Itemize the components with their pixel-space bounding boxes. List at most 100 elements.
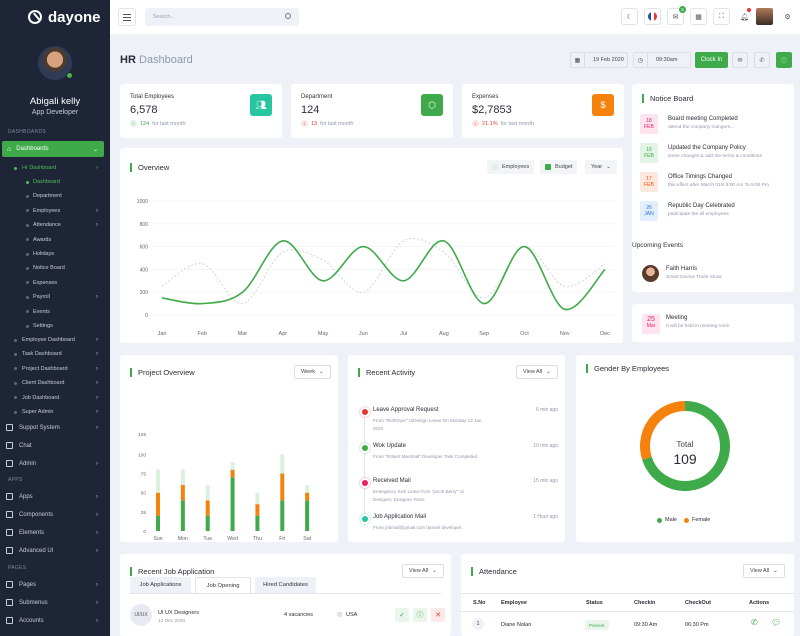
year-dropdown[interactable]: Year ⌄ [585,160,617,174]
search-input[interactable]: Search.. [145,8,299,26]
avatar[interactable] [38,46,73,80]
sidebar-item-dashboards[interactable]: ⌂ Dashboards ⌄ [2,141,104,157]
notifications-button[interactable]: 🔔︎ [736,8,753,25]
sidebar-subitem[interactable]: Attendance › [0,221,110,229]
activity-item[interactable]: Wok Update From "Robert Marshall" Develo… [362,443,558,473]
phone-icon[interactable]: ✆ [751,618,758,627]
sidebar-item-dashboard-link[interactable]: Project Dashboard › [0,365,110,373]
x-tick-label: Tue [203,536,212,542]
sidebar-item-dashboard-link[interactable]: Employee Dashboard › [0,336,110,344]
mail-action-button[interactable]: ✉ [732,52,748,68]
chevron-right-icon: › [96,617,98,624]
legend-employees[interactable]: Employees [487,160,535,174]
user-avatar[interactable] [756,8,773,25]
info-button[interactable]: ⓘ [776,52,792,68]
view-all-dropdown[interactable]: View All ⌄ [743,564,785,578]
legend-budget[interactable]: Budget [540,160,578,174]
sidebar-item[interactable]: Suppot System › [0,423,110,432]
sidebar-subitem[interactable]: Holidays [0,250,110,258]
event-sub: Smart Device Trade Show [666,275,722,280]
date-display[interactable]: ▦ 19 Feb 2020 [570,52,628,68]
menu-toggle-button[interactable] [118,8,136,26]
activity-time: 1 Hour ago [533,513,558,520]
activity-sub: From jobmail@gmail.com laravel developer… [373,524,463,530]
close-icon[interactable]: ✕ [431,608,445,622]
clock-in-button[interactable]: Clock In [695,52,728,68]
view-all-dropdown[interactable]: View All ⌄ [402,564,444,578]
sidebar-item[interactable]: Advanced UI › [0,546,110,555]
notice-item[interactable]: 16 FEB Updated the Company Policy some ch… [640,143,790,167]
activity-item[interactable]: Leave Approval Request From "RuthDyer" U… [362,407,558,437]
sidebar-subitem[interactable]: Employees › [0,207,110,215]
check-icon[interactable]: ✓ [395,608,409,622]
sidebar-item-dashboard-link[interactable]: Super Admin › [0,408,110,416]
sidebar-subitem[interactable]: Payroll › [0,293,110,301]
employee-name[interactable]: Diane Nolan [501,622,532,628]
sidebar-item[interactable]: Admin › [0,459,110,468]
sidebar-item[interactable]: Submenus › [0,598,110,607]
column-header: Actions [749,600,770,606]
language-button[interactable] [644,8,661,25]
mail-button[interactable]: ✉ 5 [667,6,686,25]
project-overview-title: Project Overview [130,368,195,377]
admin-icon [6,460,13,467]
stat-label: Expenses [472,94,499,100]
phone-button[interactable]: ✆ [754,52,770,68]
activity-sub: Emergency Sick Leave from "jacob Berry" … [373,489,464,502]
info-icon: ⓘ [780,58,787,65]
sidebar-subitem[interactable]: Expenses [0,279,110,287]
notice-item[interactable]: 17 FEB Office Timings Changed this effect… [640,172,790,196]
week-dropdown[interactable]: Week ⌄ [294,365,331,379]
sidebar-subitem[interactable]: Awards [0,236,110,244]
apps-button[interactable]: ▦ [690,8,707,25]
sidebar-item-hr-dashboard[interactable]: Hr Dashboard › [0,164,110,172]
activity-dot [362,409,368,415]
notice-item[interactable]: 18 FEB Board meeting Completed attend the… [640,114,790,138]
sidebar-item[interactable]: Apps › [0,492,110,501]
sidebar-subitem[interactable]: Dashboard [0,178,110,186]
chevron-right-icon: › [96,380,98,387]
chevron-right-icon: › [96,547,98,554]
x-tick-label: Thu [253,536,262,542]
info-icon[interactable]: ⓘ [413,608,427,622]
tab-job-applications[interactable]: Job Applications [130,577,191,593]
fullscreen-button[interactable]: ⛶ [713,8,730,25]
activity-item[interactable]: Received Mail Emergency Sick Leave from … [362,478,558,508]
tab-job-opening[interactable]: Job Opening [195,577,251,593]
settings-button[interactable]: ⚙ [779,8,796,25]
activity-item[interactable]: Job Application Mail From jobmail@gmail.… [362,514,558,544]
notice-item[interactable]: 26 JAN Republic Day Celebrated participat… [640,201,790,225]
dark-mode-button[interactable]: ☾ [621,8,638,25]
sidebar-item-dashboard-link[interactable]: Job Dashboard › [0,394,110,402]
sidebar-item[interactable]: Accounts › [0,616,110,625]
sidebar-item[interactable]: Pages › [0,580,110,589]
sidebar-subitem[interactable]: Department [0,192,110,200]
sidebar-subitem[interactable]: Events [0,308,110,316]
job-application-card: Recent Job Application View All ⌄ Job App… [120,554,451,636]
sidebar-item[interactable]: Chat [0,441,110,450]
tab-hired-candidates[interactable]: Hired Candidates [255,577,316,593]
time-display[interactable]: ◷ 09:30am [633,52,691,68]
arrow-down-icon: ↓ [472,120,479,127]
legend-male: Male [657,517,677,523]
activity-title: Wok Update [373,442,406,449]
donut-total-value: 109 [673,451,697,467]
stat-card-employees: Total Employees 6,578 ↑ 124 for last month… [120,84,282,138]
view-all-dropdown[interactable]: View All ⌄ [516,365,558,379]
calendar-icon: ▦ [571,53,585,67]
chat-icon[interactable]: 💬︎ [771,618,782,627]
event-card[interactable]: 25 Mar Meeting It will be held in meetin… [632,304,794,342]
sidebar-subitem[interactable]: Notice Board [0,264,110,272]
online-status-dot [66,72,73,79]
brand-logo[interactable]: dayone [0,0,110,34]
sidebar-item[interactable]: Elements › [0,528,110,537]
job-title[interactable]: UI UX Designers [158,610,199,616]
sidebar-subitem[interactable]: Settings [0,322,110,330]
sidebar-item[interactable]: Components › [0,510,110,519]
event-card[interactable]: Faith Harris Smart Device Trade Show [632,256,794,292]
chevron-right-icon: › [96,493,98,500]
sidebar-item-dashboard-link[interactable]: Task Dashboard › [0,350,110,358]
sidebar-item-dashboard-link[interactable]: Client Dashboard › [0,379,110,387]
apps-icon [6,493,13,500]
checkout-time: 06:30 Pm [685,622,709,628]
